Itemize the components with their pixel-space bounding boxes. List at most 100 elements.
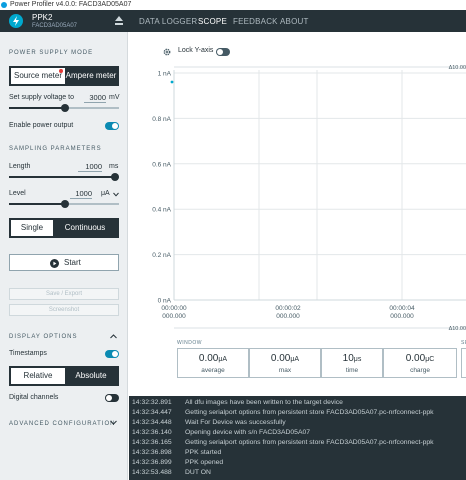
absolute-button[interactable]: Absolute: [75, 371, 107, 380]
gear-icon[interactable]: [163, 48, 171, 56]
y-tick-label: 0.4 nA: [152, 207, 171, 214]
timestamps-toggle[interactable]: [105, 350, 119, 358]
stat-average-unit: μA: [218, 356, 228, 363]
digital-channels-label: Digital channels: [9, 394, 59, 401]
lock-y-axis-label: Lock Y-axis: [178, 47, 214, 54]
window-titlebar: Power Profiler v4.0.0: FACD3AD05A07: [0, 0, 466, 10]
log-entry: 14:32:34.447 Getting serialport options f…: [132, 408, 434, 418]
sidebar: POWER SUPPLY MODE Source meter Ampere me…: [0, 32, 128, 480]
log-entry: 14:32:53.488 DUT ON: [132, 468, 211, 478]
log-entry: 14:32:36.140 Opening device with s/n FACD…: [132, 428, 310, 438]
stat-average-value: 0.00: [198, 353, 219, 364]
single-button[interactable]: Single: [11, 220, 53, 236]
supply-voltage-slider-handle[interactable]: [61, 104, 69, 112]
device-name[interactable]: PPK2: [32, 13, 53, 22]
supply-voltage-label: Set supply voltage to: [9, 94, 74, 101]
relative-button[interactable]: Relative: [11, 368, 65, 384]
device-serial: FACD3AD05A07: [32, 23, 78, 29]
start-button-label: Start: [64, 258, 81, 267]
log-entry-time: 14:32:36.165: [132, 439, 172, 446]
level-label: Level: [9, 190, 26, 197]
stat-charge: 0.00μC charge: [383, 348, 457, 378]
lock-y-axis-toggle[interactable]: [216, 48, 230, 56]
x-tick-sublabel: 000.000: [390, 313, 414, 320]
stat-max-value: 0.00: [270, 353, 291, 364]
stat-time: 10μs time: [321, 348, 383, 378]
x-tick-sublabel: 000.000: [276, 313, 300, 320]
log-entry: 14:32:36.899 PPK opened: [132, 458, 223, 468]
tab-data-logger[interactable]: DATA LOGGER: [139, 17, 198, 26]
log-entry-message: PPK opened: [185, 459, 224, 466]
app-icon: [1, 2, 7, 8]
stat-max-caption: max: [278, 367, 292, 374]
log-entry-time: 14:32:36.898: [132, 449, 172, 456]
selection-label: SE: [461, 340, 466, 346]
length-slider[interactable]: [9, 173, 119, 181]
log-entry-message: All dfu images have been written to the …: [185, 399, 343, 406]
enable-power-output-toggle[interactable]: [105, 122, 119, 130]
digital-channels-toggle[interactable]: [105, 394, 119, 402]
length-label: Length: [9, 163, 31, 170]
data-point: [170, 80, 174, 84]
level-slider[interactable]: [9, 200, 119, 208]
chevron-down-icon[interactable]: [113, 192, 119, 197]
supply-voltage-input[interactable]: 3000: [84, 93, 106, 103]
advanced-configuration-title: ADVANCED CONFIGURATION: [9, 421, 116, 427]
stat-charge-value: 0.00: [405, 353, 426, 364]
length-slider-handle[interactable]: [111, 173, 119, 181]
nav-bar: PPK2 FACD3AD05A07 DATA LOGGER SCOPE FEED…: [0, 10, 466, 32]
source-meter-button[interactable]: Source meter: [11, 68, 65, 84]
stat-max: 0.00μA max: [249, 348, 321, 378]
stat-time-unit: μs: [353, 356, 362, 363]
log-entry-time: 14:32:36.140: [132, 429, 172, 436]
chart-plot[interactable]: 0 nA 0.2 nA 0.4 nA 0.6 nA 0.8 nA 1 nA 00:00:00…: [129, 32, 466, 348]
tab-scope[interactable]: SCOPE: [198, 17, 228, 26]
tab-feedback[interactable]: FEEDBACK: [233, 17, 278, 26]
mode-toggle-group: Source meter Ampere meter: [9, 66, 119, 86]
enable-power-output-label: Enable power output: [9, 122, 74, 129]
stat-charge-caption: charge: [410, 367, 430, 374]
supply-voltage-slider[interactable]: [9, 104, 119, 112]
stat-max-unit: μA: [290, 356, 300, 363]
y-tick-label: 0.8 nA: [152, 116, 171, 123]
level-slider-handle[interactable]: [61, 200, 69, 208]
view-mode-toggle-group: Relative Absolute: [9, 366, 119, 386]
window-label: WINDOW: [177, 340, 202, 346]
log-entry-message: Opening device with s/n FACD3AD05A07: [185, 429, 311, 436]
x-tick-label: 00:00:02: [275, 305, 301, 312]
eject-icon[interactable]: [114, 15, 124, 26]
chevron-down-icon[interactable]: [110, 420, 117, 425]
level-unit-select[interactable]: μA: [101, 190, 110, 197]
save-export-button[interactable]: Save / Export: [9, 288, 119, 300]
chevron-up-icon[interactable]: [110, 334, 117, 339]
log-entry-time: 14:32:36.899: [132, 459, 172, 466]
y-tick-label: 0.6 nA: [152, 161, 171, 168]
x-tick-label: 00:00:04: [389, 305, 415, 312]
sampling-parameters-title: SAMPLING PARAMETERS: [9, 146, 102, 152]
length-unit: ms: [109, 163, 119, 170]
source-meter-indicator-dot: [59, 69, 63, 73]
scope-panel: Lock Y-axis 0 nA 0.2 nA 0.4 nA 0.6 nA 0.8 nA…: [129, 32, 466, 396]
log-entry-time: 14:32:53.488: [132, 469, 172, 476]
ampere-meter-button[interactable]: Ampere meter: [65, 71, 117, 80]
length-input[interactable]: 1000: [78, 162, 102, 172]
supply-voltage-unit: mV: [109, 94, 120, 101]
display-options-title: DISPLAY OPTIONS: [9, 334, 78, 340]
continuous-button[interactable]: Continuous: [64, 223, 106, 232]
span-label-bottom: Δ10.00: [449, 326, 466, 332]
stat-average-caption: average: [201, 367, 225, 374]
x-tick-sublabel: 000.000: [162, 313, 186, 320]
screenshot-button[interactable]: Screenshot: [9, 304, 119, 316]
power-supply-mode-title: POWER SUPPLY MODE: [9, 50, 94, 56]
log-entry-message: DUT ON: [185, 469, 211, 476]
start-button[interactable]: Start: [9, 254, 119, 271]
stat-charge-unit: μC: [425, 356, 435, 363]
log-entry-message: Getting serialport options from persiste…: [185, 409, 434, 416]
span-label-top: Δ10.00: [449, 65, 466, 71]
device-logo-icon[interactable]: [9, 14, 23, 28]
window-title: Power Profiler v4.0.0: FACD3AD05A07: [10, 1, 132, 8]
tab-about[interactable]: ABOUT: [280, 17, 309, 26]
log-entry-time: 14:32:34.448: [132, 419, 172, 426]
log-entry: 14:32:36.898 PPK started: [132, 448, 221, 458]
level-input[interactable]: 1000: [70, 189, 92, 199]
